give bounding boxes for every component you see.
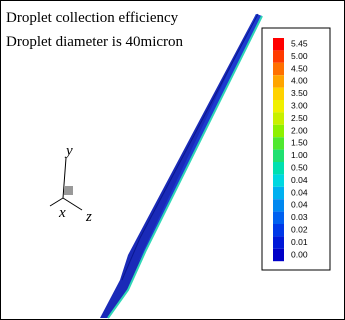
axis-label: y — [64, 143, 73, 159]
legend-swatch — [273, 162, 284, 174]
legend: 5.45 5.00 4.50 4.00 3.50 3.00 2.50 2.00 1.50 1.00… — [273, 38, 308, 261]
legend-label: 2.50 — [291, 113, 308, 123]
legend-label: 0.04 — [291, 200, 308, 210]
legend-label: 0.00 — [291, 249, 308, 259]
legend-swatch — [273, 174, 284, 186]
legend-swatch — [273, 224, 284, 236]
plot: Droplet collection efficiency Droplet di… — [0, 0, 345, 320]
legend-label: 0.04 — [291, 187, 308, 197]
legend-label: 3.00 — [291, 100, 308, 110]
legend-label: 0.01 — [291, 237, 308, 247]
legend-label: 4.50 — [291, 63, 308, 73]
axis-label: z — [85, 209, 92, 225]
legend-label: 1.00 — [291, 150, 308, 160]
title-line: Droplet diameter is 40micron — [6, 34, 184, 50]
legend-swatch — [273, 236, 284, 248]
legend-label: 0.50 — [291, 162, 308, 172]
legend-label: 2.00 — [291, 125, 308, 135]
legend-label: 1.50 — [291, 138, 308, 148]
title-line: Droplet collection efficiency — [6, 10, 179, 26]
legend-label: 5.00 — [291, 51, 308, 61]
legend-swatch — [273, 38, 284, 50]
axis-box — [64, 186, 73, 195]
axis-label: x — [58, 205, 66, 221]
legend-swatch — [273, 63, 284, 75]
legend-swatch — [273, 88, 284, 100]
legend-swatch — [273, 212, 284, 224]
legend-swatch — [273, 75, 284, 87]
legend-swatch — [273, 150, 284, 162]
legend-swatch — [273, 187, 284, 199]
legend-label: 5.45 — [291, 38, 308, 48]
legend-label: 3.50 — [291, 88, 308, 98]
legend-label: 0.03 — [291, 212, 308, 222]
legend-swatch — [273, 137, 284, 149]
legend-swatch — [273, 125, 284, 137]
legend-swatch — [273, 100, 284, 112]
legend-label: 0.04 — [291, 175, 308, 185]
legend-swatch — [273, 199, 284, 211]
legend-label: 4.00 — [291, 76, 308, 86]
legend-label: 0.02 — [291, 224, 308, 234]
legend-swatch — [273, 249, 284, 261]
legend-swatch — [273, 50, 284, 62]
legend-swatch — [273, 112, 284, 124]
